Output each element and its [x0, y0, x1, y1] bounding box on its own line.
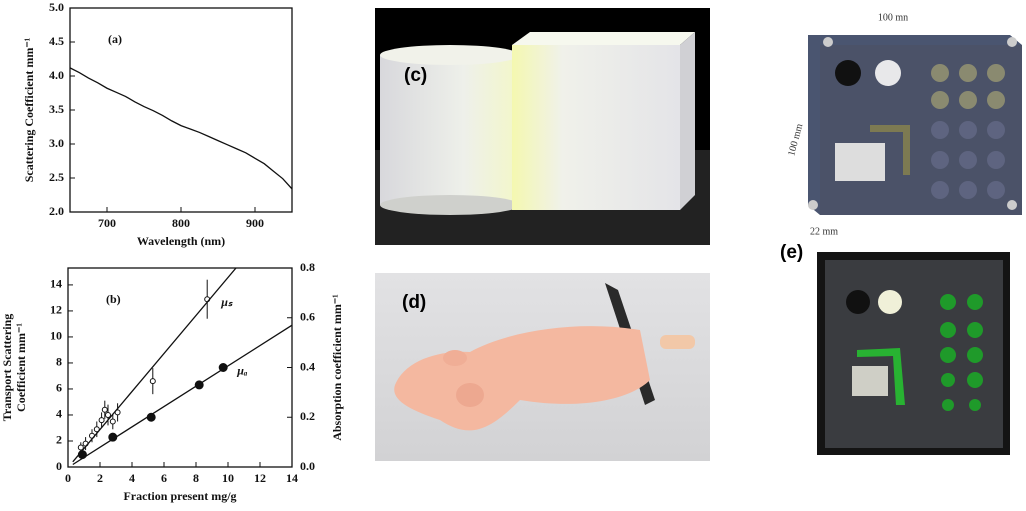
page: {"chart_data":[ {"type":"line","label":"… [0, 0, 1026, 511]
x-tick-label: 2 [97, 471, 103, 485]
y-tick-label: 2 [56, 433, 62, 447]
y-tick-label: 4.0 [49, 68, 64, 82]
x-axis-label: Wavelength (nm) [137, 234, 225, 248]
panel-label: (a) [108, 32, 122, 46]
series-label: μₛ [220, 295, 233, 309]
photo-e: 100 mn 100 mm 22 mm (e) [780, 12, 1022, 455]
y-tick-label: 3.0 [49, 136, 64, 150]
x-tick-label: 10 [222, 471, 234, 485]
x-tick-label: 12 [254, 471, 266, 485]
data-point [99, 418, 104, 423]
x-tick-label: 800 [172, 216, 190, 230]
y-axis-label: Transport Scattering [0, 314, 14, 421]
figure: (c) (d) 100 mn 100 mm 22 mm (e) 70080090… [0, 0, 1026, 511]
data-line [73, 325, 292, 464]
x-tick-label: 14 [286, 471, 298, 485]
y-tick-label: 12 [50, 303, 62, 317]
photo-c: (c) [375, 8, 710, 245]
y-tick-label: 8 [56, 355, 62, 369]
y2-tick-label: 0.2 [300, 409, 315, 423]
data-point [110, 419, 115, 424]
series-label: μₐ [236, 363, 248, 377]
y-tick-label: 4.5 [49, 34, 64, 48]
y-axis-label: Coefficient mm⁻¹ [14, 323, 28, 412]
dimension-label: 22 mm [810, 226, 838, 237]
dimension-label: 100 mn [878, 12, 908, 23]
plot-frame [70, 8, 292, 212]
panel-label: (e) [780, 242, 803, 263]
dimension-label: 100 mm [786, 122, 805, 157]
x-tick-label: 6 [161, 471, 167, 485]
x-tick-label: 700 [98, 216, 116, 230]
data-point [106, 412, 111, 417]
y-tick-label: 6 [56, 381, 62, 395]
x-tick-label: 8 [193, 471, 199, 485]
y-tick-label: 3.5 [49, 102, 64, 116]
data-point [150, 379, 155, 384]
y-tick-label: 0 [56, 459, 62, 473]
y-tick-label: 2.0 [49, 204, 64, 218]
x-tick-label: 4 [129, 471, 135, 485]
y2-tick-label: 0.6 [300, 310, 315, 324]
y-tick-label: 10 [50, 329, 62, 343]
y-tick-label: 14 [50, 277, 62, 291]
plot-frame [68, 268, 292, 467]
photo-d: (d) [375, 273, 710, 461]
y-tick-label: 4 [56, 407, 62, 421]
y-tick-label: 5.0 [49, 0, 64, 14]
y-axis-label: Scattering Coefficient mm⁻¹ [22, 37, 36, 182]
panel-label: (c) [404, 65, 427, 86]
x-axis-label: Fraction present mg/g [123, 489, 236, 503]
x-tick-label: 0 [65, 471, 71, 485]
data-line [70, 68, 292, 189]
y2-tick-label: 0.4 [300, 359, 315, 373]
data-line [73, 268, 236, 462]
x-tick-label: 900 [246, 216, 264, 230]
y-tick-label: 2.5 [49, 170, 64, 184]
y2-axis-label: Absorption coefficient mm⁻¹ [330, 294, 344, 441]
y2-tick-label: 0.0 [300, 459, 315, 473]
panel-label: (b) [106, 292, 121, 306]
data-point [102, 407, 107, 412]
y2-tick-label: 0.8 [300, 260, 315, 274]
panel-label: (d) [402, 292, 426, 313]
